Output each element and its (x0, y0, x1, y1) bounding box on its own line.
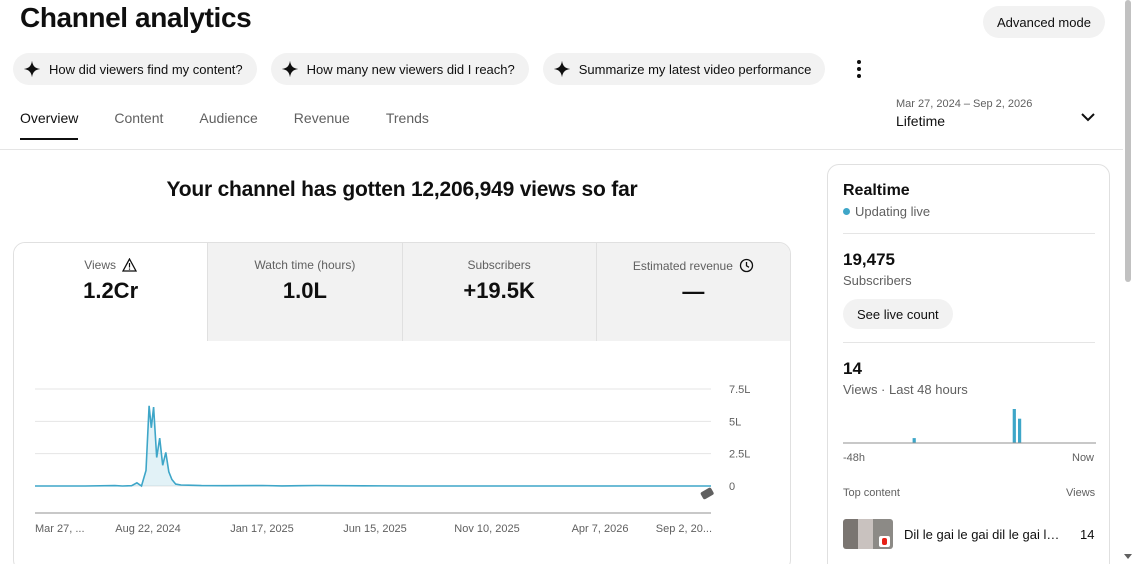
shorts-marker-icon (700, 487, 714, 500)
y-tick-label: 2.5L (729, 449, 750, 461)
date-range-picker[interactable]: Mar 27, 2024 – Sep 2, 2026 Lifetime (896, 98, 1032, 129)
subscriber-label: Subscribers (843, 273, 912, 288)
x-tick-label: Aug 22, 2024 (115, 523, 180, 535)
metric-label-row: Views (14, 258, 207, 272)
views-column-label: Views (1066, 487, 1096, 499)
tab-content[interactable]: Content (114, 110, 164, 126)
mini-axis-end: Now (1072, 452, 1095, 464)
video-thumbnail[interactable] (843, 519, 893, 549)
realtime-card: Realtime Updating live 19,475 Subscriber… (827, 164, 1110, 564)
views-headline: Your channel has gotten 12,206,949 views… (166, 178, 638, 201)
scrollbar[interactable] (1123, 0, 1133, 564)
overview-chart-card: Views 1.2Cr Watch time (hours) 1.0L Subs… (13, 242, 791, 564)
views-chart[interactable]: 0 2.5L 5L 7.5L Mar 27, ... Aug 22, 2024 Jan 17… (14, 341, 791, 564)
x-tick-label: Apr 7, 2026 (572, 523, 629, 535)
metric-label: Views (84, 258, 117, 272)
clock-icon (739, 258, 754, 273)
metric-label-row: Estimated revenue (597, 258, 790, 273)
date-range-text: Mar 27, 2024 – Sep 2, 2026 (896, 98, 1033, 110)
advanced-mode-button[interactable]: Advanced mode (983, 6, 1105, 38)
x-tick-label: Jun 15, 2025 (343, 523, 407, 535)
page-title: Channel analytics (20, 2, 252, 33)
subscriber-count: 19,475 (843, 250, 895, 269)
realtime-views-label: Views · Last 48 hours (843, 382, 968, 397)
x-tick-label: Mar 27, ... (35, 523, 85, 535)
metric-watch-time[interactable]: Watch time (hours) 1.0L (207, 243, 402, 341)
realtime-title: Realtime (843, 182, 910, 199)
sparkle-icon (553, 60, 570, 78)
prompt-chip-label: How did viewers find my content? (49, 61, 243, 77)
metric-label: Watch time (hours) (254, 258, 356, 272)
series-line-views (35, 405, 711, 488)
x-tick-label: Sep 2, 20... (656, 523, 712, 535)
realtime-bar (912, 438, 916, 443)
warning-icon (122, 258, 138, 272)
x-tick-label: Nov 10, 2025 (454, 523, 519, 535)
divider (843, 233, 1095, 234)
prompt-chip-label: Summarize my latest video performance (578, 61, 812, 77)
top-content-views: 14 (1080, 527, 1095, 542)
metric-value: +19.5K (463, 278, 535, 303)
analytics-tabs: Overview Content Audience Revenue Trends (20, 110, 465, 140)
metric-views[interactable]: Views 1.2Cr (14, 243, 208, 341)
live-status-text: Updating live (855, 204, 931, 219)
tabs-divider (0, 149, 1123, 150)
scroll-down-arrow-icon[interactable] (1124, 554, 1132, 559)
ask-prompts: How did viewers find my content? How man… (13, 53, 869, 85)
metric-value: — (682, 279, 705, 304)
mini-axis-start: -48h (843, 452, 866, 464)
realtime-bar-chart[interactable] (843, 405, 1096, 445)
sparkle-icon (281, 60, 298, 78)
metric-label: Estimated revenue (632, 258, 733, 273)
prompt-chip-summarize[interactable]: Summarize my latest video performance (542, 53, 826, 85)
see-live-count-button[interactable]: See live count (843, 299, 953, 329)
shorts-icon (879, 536, 890, 547)
tab-trends[interactable]: Trends (385, 110, 429, 126)
metric-tabs: Views 1.2Cr Watch time (hours) 1.0L Subs… (14, 243, 790, 341)
more-vert-icon[interactable] (849, 59, 869, 79)
sparkle-icon (23, 60, 41, 78)
y-tick-label: 5L (729, 416, 741, 428)
shorts-marker-shape (700, 487, 714, 500)
top-content-label: Top content (843, 487, 900, 499)
realtime-bar (1018, 418, 1022, 443)
divider (843, 342, 1095, 343)
metric-value: 1.0L (282, 278, 327, 303)
chevron-down-icon[interactable] (1079, 110, 1097, 124)
realtime-bar (1012, 409, 1016, 443)
tab-revenue[interactable]: Revenue (293, 110, 350, 126)
date-period: Lifetime (896, 113, 946, 129)
metric-label: Subscribers (467, 258, 531, 272)
metric-subscribers[interactable]: Subscribers +19.5K (401, 243, 596, 341)
prompt-chip-label: How many new viewers did I reach? (306, 61, 515, 77)
scrollbar-thumb[interactable] (1125, 0, 1131, 282)
x-tick-label: Jan 17, 2025 (230, 523, 294, 535)
tab-audience[interactable]: Audience (199, 110, 258, 126)
prompt-chip-new-viewers[interactable]: How many new viewers did I reach? (270, 53, 529, 85)
metric-value: 1.2Cr (83, 278, 139, 303)
series-area (35, 405, 711, 486)
realtime-views-count: 14 (843, 359, 862, 378)
top-content-title[interactable]: Dil le gai le gai dil le gai le ... (904, 527, 1064, 542)
tab-overview[interactable]: Overview (20, 110, 79, 140)
live-dot-icon (843, 208, 850, 215)
y-tick-label: 0 (729, 481, 735, 493)
metric-revenue[interactable]: Estimated revenue — (595, 243, 790, 341)
live-status: Updating live (843, 204, 930, 219)
y-tick-label: 7.5L (729, 384, 750, 396)
prompt-chip-traffic[interactable]: How did viewers find my content? (13, 53, 257, 85)
